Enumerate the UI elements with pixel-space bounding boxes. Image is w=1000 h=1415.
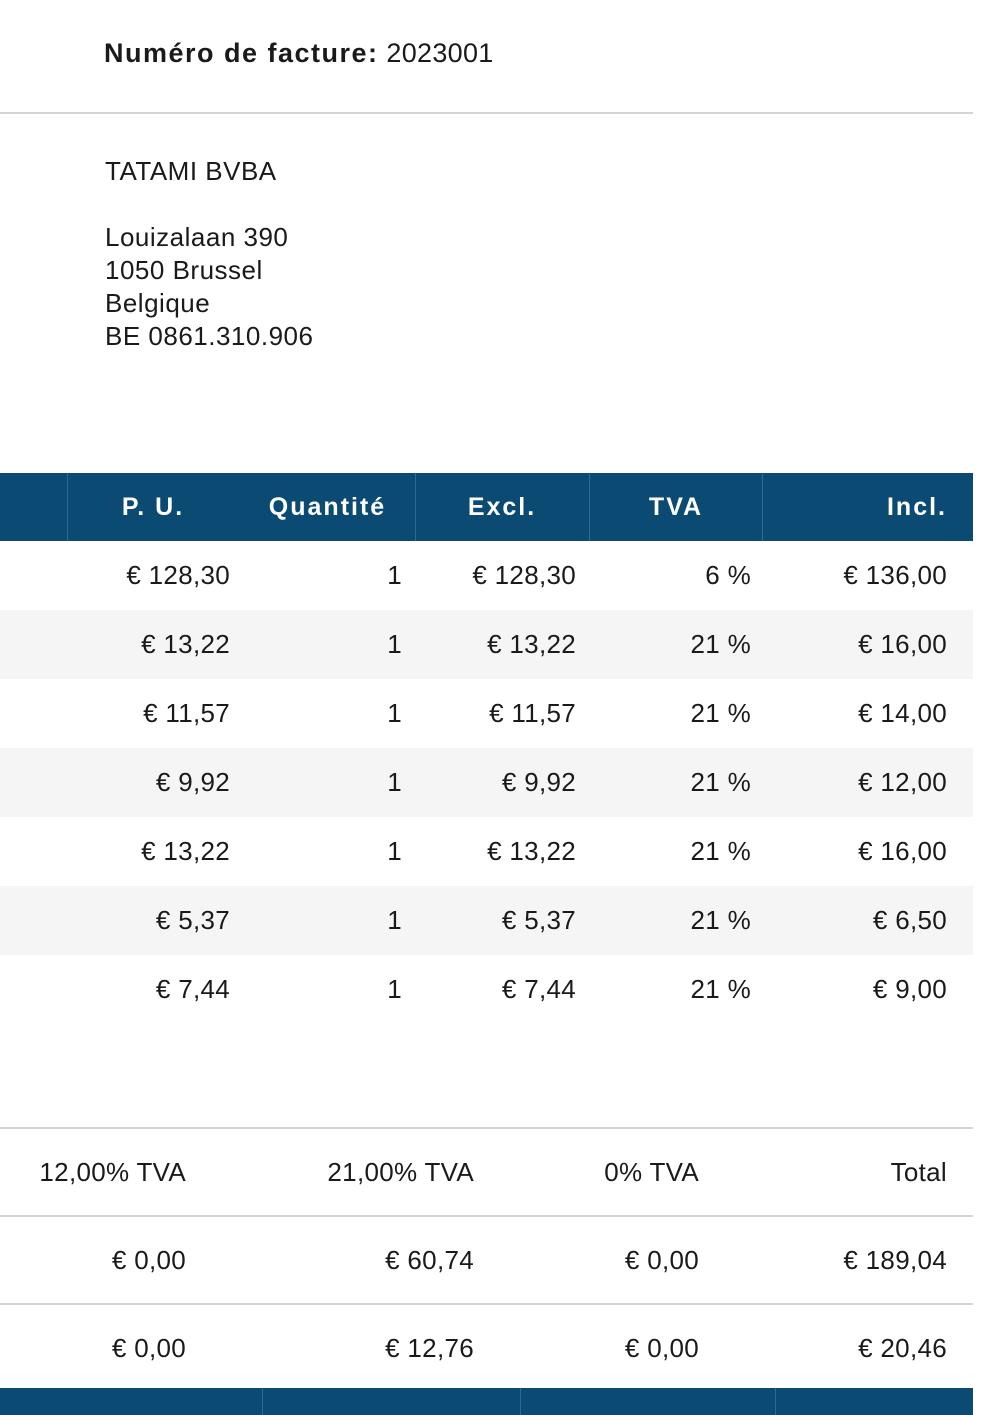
totals-header-21-tva: 21,00% TVA bbox=[327, 1157, 474, 1187]
cell-excl: € 128,30 bbox=[472, 560, 576, 590]
totals-cell: € 0,00 bbox=[111, 1333, 186, 1363]
cell-excl: € 11,57 bbox=[489, 698, 576, 728]
cell-unit-price: € 13,22 bbox=[141, 836, 230, 866]
totals-cell: € 0,00 bbox=[624, 1245, 699, 1275]
header-tva: TVA bbox=[648, 493, 704, 521]
column-separator bbox=[67, 473, 68, 541]
header-excl: Excl. bbox=[467, 493, 537, 521]
column-separator bbox=[415, 473, 416, 541]
items-table-header: P. U. Quantité Excl. TVA Incl. bbox=[0, 473, 973, 541]
table-row: € 11,57 1 € 11,57 21 % € 14,00 bbox=[0, 679, 973, 748]
table-row: € 5,37 1 € 5,37 21 % € 6,50 bbox=[0, 886, 973, 955]
cell-incl: € 14,00 bbox=[858, 698, 947, 728]
address-country: Belgique bbox=[105, 288, 211, 318]
header-quantity: Quantité bbox=[268, 493, 387, 521]
cell-incl: € 16,00 bbox=[858, 836, 947, 866]
cell-unit-price: € 7,44 bbox=[155, 974, 230, 1004]
totals-cell: € 189,04 bbox=[843, 1245, 947, 1275]
table-row: € 13,22 1 € 13,22 21 % € 16,00 bbox=[0, 610, 973, 679]
cell-quantity: 1 bbox=[387, 905, 402, 935]
table-row: € 13,22 1 € 13,22 21 % € 16,00 bbox=[0, 817, 973, 886]
totals-header-row: 12,00% TVA 21,00% TVA 0% TVA Total bbox=[0, 1127, 973, 1215]
invoice-number: Numéro de facture: 2023001 bbox=[104, 38, 494, 69]
cell-quantity: 1 bbox=[387, 698, 402, 728]
column-separator bbox=[762, 473, 763, 541]
column-separator bbox=[262, 1388, 263, 1415]
totals-header-12-tva: 12,00% TVA bbox=[39, 1157, 186, 1187]
cell-tva: 21 % bbox=[690, 629, 751, 659]
cell-unit-price: € 11,57 bbox=[143, 698, 230, 728]
cell-excl: € 7,44 bbox=[501, 974, 576, 1004]
cell-incl: € 136,00 bbox=[843, 560, 947, 590]
items-table-body: € 128,30 1 € 128,30 6 % € 136,00 € 13,22… bbox=[0, 541, 973, 1024]
table-row: € 7,44 1 € 7,44 21 % € 9,00 bbox=[0, 955, 973, 1024]
totals-cell: € 60,74 bbox=[385, 1245, 474, 1275]
cell-unit-price: € 128,30 bbox=[126, 560, 230, 590]
invoice-number-label: Numéro de facture: bbox=[104, 38, 379, 68]
header-incl: Incl. bbox=[886, 493, 947, 521]
customer-address: TATAMI BVBA Louizalaan 390 1050 Brussel … bbox=[105, 155, 313, 353]
cell-tva: 21 % bbox=[690, 974, 751, 1004]
totals-header-total: Total bbox=[890, 1157, 947, 1187]
cell-incl: € 12,00 bbox=[858, 767, 947, 797]
cell-tva: 6 % bbox=[705, 560, 751, 590]
cell-incl: € 9,00 bbox=[872, 974, 947, 1004]
totals-row: € 0,00 € 12,76 € 0,00 € 20,46 bbox=[0, 1303, 973, 1391]
column-separator bbox=[775, 1388, 776, 1415]
column-separator bbox=[589, 473, 590, 541]
totals-cell: € 20,46 bbox=[858, 1333, 947, 1363]
cell-quantity: 1 bbox=[387, 560, 402, 590]
totals-cell: € 0,00 bbox=[624, 1333, 699, 1363]
cell-unit-price: € 9,92 bbox=[155, 767, 230, 797]
cell-excl: € 9,92 bbox=[501, 767, 576, 797]
totals-cell: € 0,00 bbox=[111, 1245, 186, 1275]
cell-quantity: 1 bbox=[387, 767, 402, 797]
cell-quantity: 1 bbox=[387, 974, 402, 1004]
cell-unit-price: € 5,37 bbox=[155, 905, 230, 935]
column-separator bbox=[520, 1388, 521, 1415]
address-city: 1050 Brussel bbox=[105, 255, 263, 285]
invoice-number-value: 2023001 bbox=[386, 38, 494, 68]
header-divider bbox=[0, 112, 973, 114]
cell-quantity: 1 bbox=[387, 836, 402, 866]
company-name: TATAMI BVBA bbox=[105, 156, 277, 186]
cell-excl: € 13,22 bbox=[487, 629, 576, 659]
cell-excl: € 13,22 bbox=[487, 836, 576, 866]
cell-tva: 21 % bbox=[690, 836, 751, 866]
cell-incl: € 16,00 bbox=[858, 629, 947, 659]
totals-header-0-tva: 0% TVA bbox=[604, 1157, 699, 1187]
address-street: Louizalaan 390 bbox=[105, 222, 289, 252]
table-row: € 9,92 1 € 9,92 21 % € 12,00 bbox=[0, 748, 973, 817]
table-row: € 128,30 1 € 128,30 6 % € 136,00 bbox=[0, 541, 973, 610]
cell-tva: 21 % bbox=[690, 905, 751, 935]
cell-tva: 21 % bbox=[690, 698, 751, 728]
footer-bar bbox=[0, 1388, 973, 1415]
totals-cell: € 12,76 bbox=[385, 1333, 474, 1363]
cell-unit-price: € 13,22 bbox=[141, 629, 230, 659]
header-unit-price: P. U. bbox=[121, 493, 185, 521]
cell-quantity: 1 bbox=[387, 629, 402, 659]
totals-row: € 0,00 € 60,74 € 0,00 € 189,04 bbox=[0, 1215, 973, 1303]
totals-table: 12,00% TVA 21,00% TVA 0% TVA Total € 0,0… bbox=[0, 1127, 973, 1391]
cell-incl: € 6,50 bbox=[872, 905, 947, 935]
cell-tva: 21 % bbox=[690, 767, 751, 797]
cell-excl: € 5,37 bbox=[501, 905, 576, 935]
vat-number: BE 0861.310.906 bbox=[105, 321, 314, 351]
